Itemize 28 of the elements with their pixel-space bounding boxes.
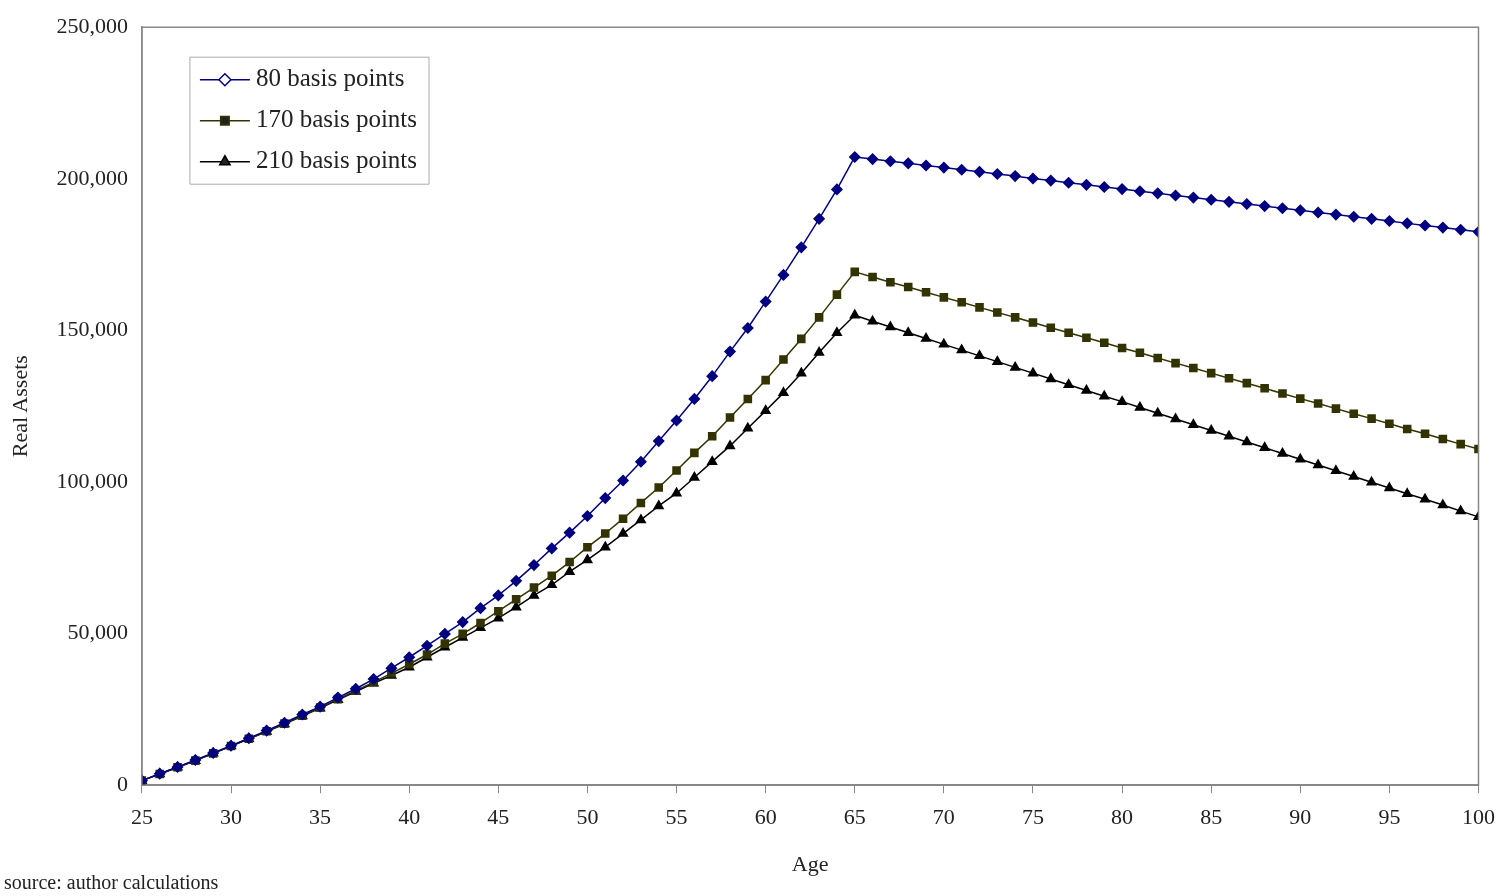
x-tick-label: 40: [398, 804, 421, 830]
x-tick-label: 90: [1289, 804, 1312, 830]
x-tick-label: 100: [1462, 804, 1495, 830]
x-tick-label: 70: [932, 804, 955, 830]
x-tick-label: 55: [665, 804, 688, 830]
x-tick-label: 35: [309, 804, 332, 830]
y-tick-label: 150,000: [56, 316, 128, 342]
x-tick-label: 65: [843, 804, 866, 830]
x-tick-label: 45: [487, 804, 510, 830]
legend-label: 80 basis points: [255, 64, 405, 92]
x-tick-label: 60: [754, 804, 777, 830]
legend-label: 210 basis points: [255, 146, 418, 174]
x-tick-label: 25: [130, 804, 153, 830]
x-tick-label: 50: [576, 804, 599, 830]
legend-label: 170 basis points: [255, 105, 418, 133]
source-note: source: author calculations: [4, 871, 219, 894]
y-tick-label: 200,000: [56, 164, 128, 190]
x-axis-title: Age: [791, 850, 829, 876]
y-axis-title: Real Assets: [6, 355, 32, 458]
y-tick-label: 50,000: [67, 619, 128, 645]
y-tick-label: 100,000: [56, 467, 128, 493]
x-tick-label: 85: [1200, 804, 1223, 830]
x-tick-label: 80: [1111, 804, 1134, 830]
x-tick-label: 75: [1021, 804, 1044, 830]
x-tick-label: 30: [220, 804, 243, 830]
y-tick-label: 0: [116, 770, 128, 796]
y-tick-label: 250,000: [56, 12, 128, 38]
x-tick-label: 95: [1378, 804, 1401, 830]
